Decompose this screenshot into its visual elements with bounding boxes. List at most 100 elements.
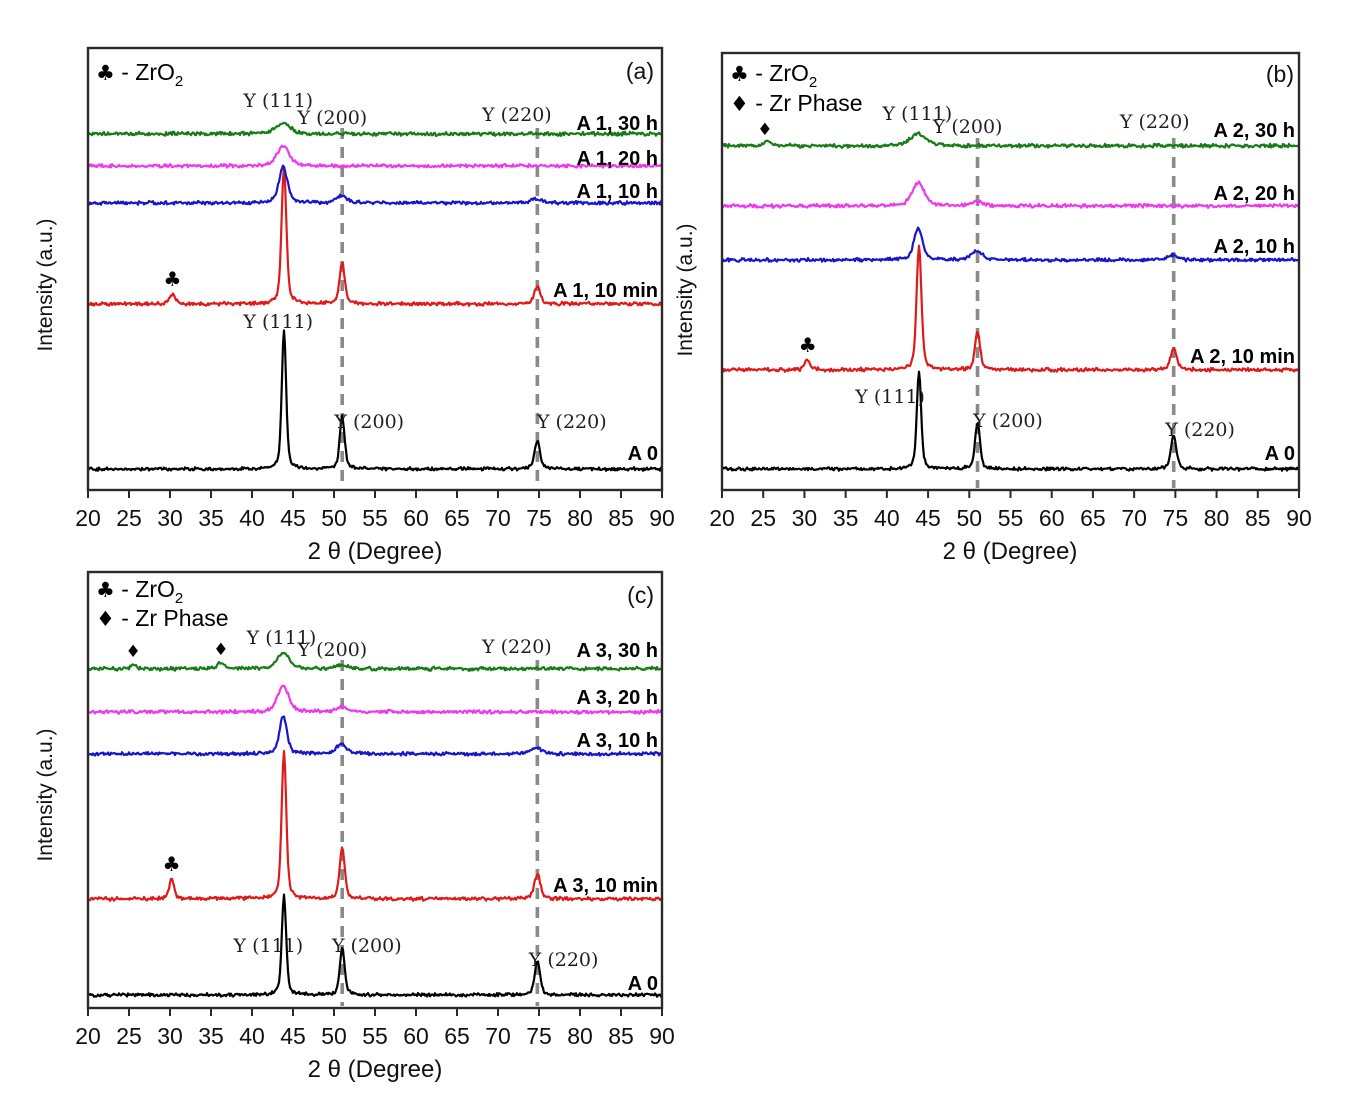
peak-label-220: Υ (220) (481, 636, 552, 658)
peak-label-200: Υ (200) (331, 935, 402, 957)
curve-label-a-1-30-h: A 1, 30 h (576, 113, 658, 135)
x-tick-label: 20 (709, 505, 735, 531)
x-tick-label: 35 (198, 505, 224, 531)
peak-label-111: Υ (111) (233, 935, 304, 957)
peak-label-220: Υ (220) (528, 949, 599, 971)
legend-entry-zro: ♣ - ZrO2 (96, 576, 183, 607)
x-tick-label: 50 (956, 505, 982, 531)
y-axis-label: Intensity (a.u.) (674, 223, 697, 356)
x-tick-label: 35 (198, 1023, 224, 1049)
y-axis-label: Intensity (a.u.) (34, 218, 57, 351)
panel-letter-b: (b) (1266, 61, 1294, 87)
x-tick-label: 55 (362, 505, 388, 531)
curve-label-a-1-10-h: A 1, 10 h (576, 181, 658, 203)
x-tick-label: 50 (321, 1023, 347, 1049)
curve-a-2-30-h (721, 131, 1300, 149)
peak-label-111: Υ (111) (854, 386, 925, 408)
peak-label-111: Υ (111) (242, 90, 313, 112)
panel-c: 20 25 30 35 40 45 50 55 60 65 70 75 80 85 90 2 θ (Degre… (34, 570, 675, 1083)
x-tick-label: 75 (526, 505, 552, 531)
curve-label-a-2-30-h: A 2, 30 h (1213, 120, 1295, 142)
x-tick-label: 75 (526, 1023, 552, 1049)
x-tick-label: 65 (1080, 505, 1106, 531)
curve-a-0 (87, 329, 663, 472)
curve-a-2-10-min (721, 244, 1300, 373)
x-tick-label: 80 (1204, 505, 1230, 531)
curve-a-3-10-h (87, 715, 664, 757)
x-tick-label: 90 (649, 505, 675, 531)
x-tick-label: 30 (157, 1023, 183, 1049)
curve-a-3-30-h (87, 651, 663, 672)
x-tick-label: 40 (239, 505, 265, 531)
x-axis-label: 2 θ (Degree) (308, 538, 443, 565)
peak-label-220: Υ (220) (1119, 111, 1190, 133)
peak-label-200: Υ (200) (297, 107, 368, 129)
curve-a-2-10-h (721, 226, 1300, 263)
peak-label-220: Υ (220) (536, 411, 607, 433)
x-tick-label: 35 (833, 505, 859, 531)
x-tick-label: 70 (485, 505, 511, 531)
peak-label-220: Υ (220) (1164, 419, 1235, 441)
x-tick-label: 30 (792, 505, 818, 531)
x-axis-label: 2 θ (Degree) (308, 1056, 443, 1083)
x-axis-label: 2 θ (Degree) (943, 538, 1078, 565)
x-tick-label: 65 (444, 1023, 470, 1049)
y-axis-label: Intensity (a.u.) (34, 728, 57, 861)
x-tick-label: 25 (116, 505, 142, 531)
legend-entry-zro: ♣ - ZrO2 (730, 60, 817, 91)
curve-a-0 (721, 370, 1300, 472)
club-icon: ♣ (730, 62, 749, 86)
curve-label-a-0: A 0 (628, 973, 658, 995)
curve-label-a-2-10-min: A 2, 10 min (1190, 346, 1295, 368)
peak-label-200: Υ (200) (972, 410, 1043, 432)
x-tick-label: 50 (321, 505, 347, 531)
x-tick-label: 55 (998, 505, 1024, 531)
curve-a-1-30-h (87, 121, 663, 138)
curve-a-3-20-h (87, 684, 663, 715)
curve-a-1-20-h (87, 144, 664, 169)
x-tick-label: 45 (280, 1023, 306, 1049)
panel-b: 20 25 30 35 40 45 50 55 60 65 70 75 80 85 90 2 θ (Degre… (674, 51, 1312, 565)
x-tick-label: 55 (362, 1023, 388, 1049)
legend-entry-zr-phase: ♦ - Zr Phase (96, 605, 229, 631)
curve-label-a-2-20-h: A 2, 20 h (1213, 183, 1295, 205)
legend-entry-zr-phase: ♦ - Zr Phase (730, 90, 863, 116)
x-tick-label: 70 (485, 1023, 511, 1049)
curves-c (87, 651, 664, 998)
x-tick-label: 65 (444, 505, 470, 531)
x-tick-label: 20 (75, 1023, 101, 1049)
x-tick-label: 85 (1245, 505, 1271, 531)
peak-label-200: Υ (200) (333, 411, 404, 433)
peak-label-111: Υ (111) (246, 627, 317, 649)
curves-a (87, 121, 664, 472)
peak-label-111: Υ (111) (242, 311, 313, 333)
zr-phase-diamond-marker: ♦ (213, 640, 228, 660)
x-tick-label: 70 (1121, 505, 1147, 531)
curve-a-3-10-min (87, 750, 663, 902)
curve-label-a-3-10-h: A 3, 10 h (576, 730, 658, 752)
club-icon: ♣ (96, 61, 115, 85)
zr-phase-diamond-marker: ♦ (757, 120, 772, 140)
x-tick-label: 60 (1039, 505, 1065, 531)
curve-a-1-10-min (87, 165, 663, 307)
x-tick-label: 45 (915, 505, 941, 531)
curve-a-2-20-h (721, 180, 1300, 209)
x-tick-label: 60 (403, 1023, 429, 1049)
x-tick-label: 40 (874, 505, 900, 531)
x-tick-label: 85 (608, 505, 634, 531)
curve-label-a-3-20-h: A 3, 20 h (576, 687, 658, 709)
peak-label-220: Υ (220) (481, 104, 552, 126)
panel-letter-c: (c) (627, 582, 654, 608)
zro2-club-marker: ♣ (799, 333, 817, 357)
x-tick-label: 45 (280, 505, 306, 531)
x-tick-label: 85 (608, 1023, 634, 1049)
curve-label-a-2-10-h: A 2, 10 h (1213, 236, 1295, 258)
x-tick-label: 90 (1286, 505, 1312, 531)
x-tick-label: 75 (1163, 505, 1189, 531)
peak-label-200: Υ (200) (932, 116, 1003, 138)
curve-label-a-0: A 0 (1265, 443, 1295, 465)
x-tick-label: 40 (239, 1023, 265, 1049)
legend-entry-zro: ♣ - ZrO2 (96, 59, 183, 90)
zr-phase-diamond-marker: ♦ (125, 642, 140, 662)
